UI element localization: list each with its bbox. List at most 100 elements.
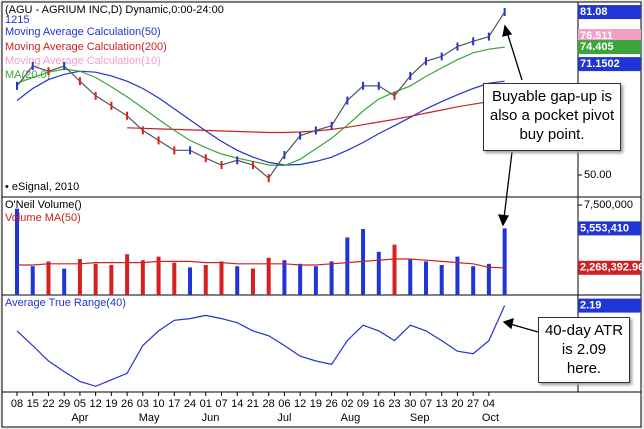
- arrow: [509, 323, 539, 333]
- month-label: Jun: [202, 412, 220, 424]
- x-tick-label: 07: [215, 398, 227, 410]
- value-marker: [578, 40, 641, 55]
- volume-bar: [471, 266, 476, 295]
- x-tick-label: 04: [483, 398, 495, 410]
- x-tick-label: 12: [294, 398, 306, 410]
- x-tick-label: 19: [105, 398, 117, 410]
- x-tick-label: 09: [357, 398, 369, 410]
- credit: • eSignal, 2010: [5, 181, 79, 193]
- x-tick-label: 26: [121, 398, 133, 410]
- volume-bar: [423, 261, 428, 295]
- volume-bar: [46, 261, 51, 295]
- volume-bar: [439, 265, 444, 295]
- x-tick-label: 08: [11, 398, 23, 410]
- volume-bar: [93, 263, 98, 295]
- value-marker: [578, 5, 641, 20]
- volume-bar: [282, 260, 287, 295]
- x-tick-label: 24: [184, 398, 196, 410]
- x-tick-label: 22: [42, 398, 54, 410]
- plots: (AGU - AGRIUM INC,D) Dynamic,0:00-24:00 5…: [5, 4, 644, 424]
- value-marker-label: 5,553,410: [580, 222, 629, 234]
- value-marker: [578, 260, 641, 275]
- volume-bar: [408, 259, 413, 295]
- panel-title: Average True Range(40): [5, 297, 126, 309]
- volume-ma-line: [17, 258, 505, 269]
- volume-bar: [156, 256, 161, 295]
- x-tick-label: 07: [420, 398, 432, 410]
- volume-bar: [313, 266, 318, 295]
- moving-average-line: [16, 70, 505, 166]
- x-tick-label: 01: [200, 398, 212, 410]
- price-line: [16, 11, 506, 179]
- legend-entry: MA(20.0): [5, 69, 50, 81]
- x-tick-label: 28: [263, 398, 275, 410]
- arrowhead: [502, 24, 513, 37]
- annotation: 40-day ATR is 2.09 here.: [538, 317, 630, 383]
- volume-bar: [455, 256, 460, 295]
- value-marker-label: 74.405: [580, 41, 614, 53]
- x-tick-label: 02: [341, 398, 353, 410]
- x-tick-label: 20: [451, 398, 463, 410]
- arrows: [497, 24, 539, 333]
- volume-bar: [392, 244, 397, 295]
- value-marker: [578, 57, 641, 72]
- x-tick-label: 15: [27, 398, 39, 410]
- volume-bar: [188, 267, 193, 295]
- legend-entry: Moving Average Calculation(10): [5, 55, 161, 67]
- month-label: Aug: [341, 412, 361, 424]
- x-tick-label: 05: [74, 398, 86, 410]
- x-tick-label: 30: [404, 398, 416, 410]
- volume-bar: [361, 229, 366, 295]
- x-tick-label: 27: [467, 398, 479, 410]
- x-tick-label: 21: [247, 398, 259, 410]
- x-tick-label: 19: [310, 398, 322, 410]
- legend-entry: Moving Average Calculation(50): [5, 26, 161, 38]
- volume-bar: [125, 254, 130, 295]
- volume-bar: [219, 261, 224, 295]
- x-tick-label: 16: [373, 398, 385, 410]
- value-marker-label: 71.1502: [580, 58, 620, 70]
- value-marker-label: 81.08: [580, 6, 608, 18]
- month-label: Apr: [71, 412, 88, 424]
- volume-bar: [298, 263, 303, 295]
- time-axis: [1, 391, 642, 428]
- x-tick-label: 23: [388, 398, 400, 410]
- volume-bar: [345, 237, 350, 295]
- value-marker: [578, 221, 641, 236]
- x-tick-label: 12: [90, 398, 102, 410]
- arrow: [503, 151, 513, 219]
- month-label: Sep: [410, 412, 430, 424]
- volume-bar: [30, 266, 35, 295]
- value-marker-label: 2,268,392.96: [580, 262, 644, 274]
- volume-bar: [376, 251, 381, 295]
- volume-bar: [266, 257, 271, 295]
- volume-bar: [486, 263, 491, 295]
- value-marker-label: 2.19: [580, 300, 601, 312]
- volume-bar: [250, 268, 255, 295]
- x-tick-label: 26: [325, 398, 337, 410]
- legend-entry: Moving Average Calculation(200): [5, 41, 167, 53]
- annotation: Buyable gap-up is also a pocket pivot bu…: [483, 83, 621, 151]
- x-tick-label: 29: [58, 398, 70, 410]
- value-marker: [578, 298, 641, 313]
- x-tick-label: 13: [436, 398, 448, 410]
- volume-bar: [203, 265, 208, 295]
- volume-bar: [235, 266, 240, 295]
- x-tick-label: 03: [137, 398, 149, 410]
- arrowhead: [502, 318, 514, 330]
- panel-title: (AGU - AGRIUM INC,D) Dynamic,0:00-24:00: [5, 4, 224, 16]
- month-label: Jul: [277, 412, 291, 424]
- subtitle: 1215: [5, 14, 29, 26]
- panel-title: O'Neil Volume(): [5, 199, 82, 211]
- moving-average-line: [16, 46, 505, 167]
- y-tick-label: 7,500,000: [584, 199, 633, 211]
- arrowhead: [497, 214, 510, 227]
- value-marker: [578, 29, 641, 44]
- x-tick-label: 06: [278, 398, 290, 410]
- volume-bar: [502, 228, 507, 295]
- volume-bar: [172, 262, 177, 295]
- x-tick-label: 17: [168, 398, 180, 410]
- volume-bar: [140, 260, 145, 295]
- volume-bar: [329, 261, 334, 295]
